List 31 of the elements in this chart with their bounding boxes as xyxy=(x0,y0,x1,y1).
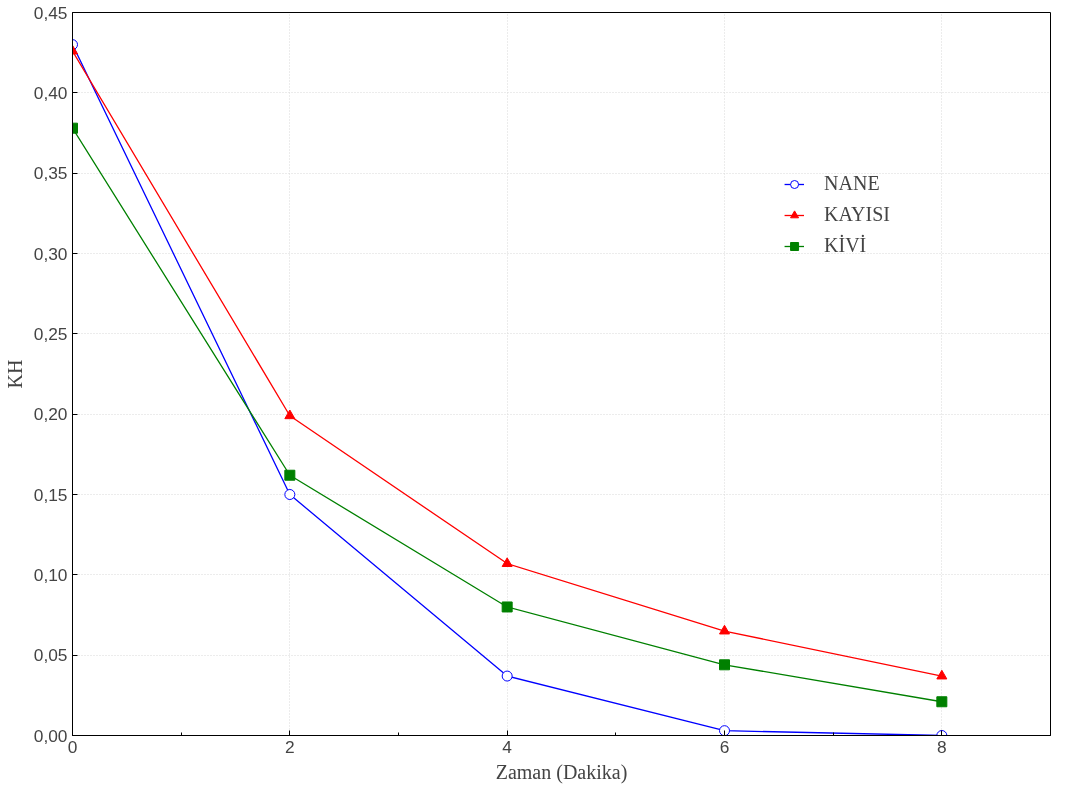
x-tick-label: 0 xyxy=(67,736,78,757)
y-tick-label: 0,05 xyxy=(33,645,68,666)
y-tick-label: 0,10 xyxy=(33,564,68,585)
point xyxy=(501,670,513,682)
point xyxy=(284,409,296,420)
point xyxy=(719,624,730,635)
y-tick-label: 0,40 xyxy=(33,82,68,103)
y-tick-label: 0,30 xyxy=(33,243,68,264)
y-tick-label: 0,25 xyxy=(33,323,68,344)
y-tick-label: 0,00 xyxy=(33,725,68,746)
point xyxy=(936,669,948,680)
y-tick-label: 0,20 xyxy=(33,404,68,425)
y-axis-title: KH xyxy=(3,359,26,389)
point xyxy=(936,696,948,708)
x-tick-label: 8 xyxy=(937,736,947,757)
x-axis-title: Zaman (Dakika) xyxy=(495,760,628,784)
point xyxy=(719,725,730,736)
y-tick-label: 0,45 xyxy=(33,2,68,23)
legend-label: KİVİ xyxy=(824,234,867,257)
y-tick-label: 0,15 xyxy=(33,484,68,505)
legend-label: NANE xyxy=(824,172,880,195)
x-tick-label: 2 xyxy=(285,736,295,757)
y-tick-label: 0,35 xyxy=(33,163,68,184)
point xyxy=(501,601,513,613)
point xyxy=(284,489,296,500)
x-tick-label: 6 xyxy=(719,736,730,757)
legend-label: KAYISI xyxy=(824,203,890,226)
point xyxy=(719,659,730,671)
point xyxy=(284,469,296,481)
x-tick-label: 4 xyxy=(502,736,513,757)
point xyxy=(501,557,513,567)
